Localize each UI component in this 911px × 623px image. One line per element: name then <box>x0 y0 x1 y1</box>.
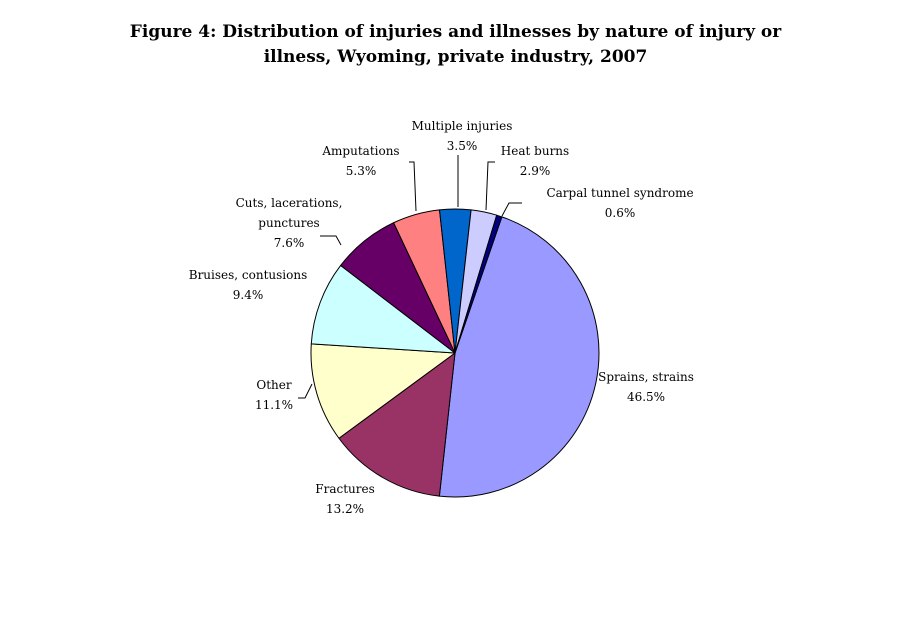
chart-title-line-2: illness, Wyoming, private industry, 2007 <box>263 47 648 67</box>
pie-slice-other <box>310 343 456 439</box>
slice-name: Other <box>256 378 291 392</box>
slice-name: Carpal tunnel syndrome <box>546 186 693 200</box>
slice-name: Multiple injuries <box>412 119 513 133</box>
leader-lines <box>298 155 522 399</box>
leader-line <box>485 161 495 211</box>
slice-percent: 46.5% <box>627 390 665 404</box>
chart-title-line-1: Figure 4: Distribution of injuries and i… <box>129 22 782 42</box>
leader-line <box>298 383 313 399</box>
slice-percent: 11.1% <box>255 398 293 412</box>
slice-name: Heat burns <box>501 144 569 158</box>
slice-percent: 9.4% <box>233 288 264 302</box>
pie-slice-sprains-strains <box>438 216 600 498</box>
slice-label: Bruises, contusions 9.4% <box>189 268 308 302</box>
slice-percent: 0.6% <box>605 206 636 220</box>
slice-percent: 7.6% <box>274 236 305 250</box>
pie-slice-carpal-tunnel-syndrome <box>454 214 503 354</box>
slice-name: Bruises, contusions <box>189 268 308 282</box>
slice-label: Sprains, strains 46.5% <box>598 370 694 404</box>
pie-slices <box>310 208 600 498</box>
pie-slice-fractures <box>338 352 456 497</box>
slice-label: Carpal tunnel syndrome 0.6% <box>546 186 693 220</box>
slice-name: punctures <box>258 216 319 230</box>
slice-name: Cuts, lacerations, <box>236 196 343 210</box>
slice-name: Fractures <box>315 482 374 496</box>
slice-percent: 13.2% <box>326 502 364 516</box>
leader-line <box>320 235 342 246</box>
slice-label: Amputations 5.3% <box>321 144 399 178</box>
leader-line <box>501 202 522 217</box>
leader-line <box>409 161 417 212</box>
slice-label: Fractures 13.2% <box>315 482 374 516</box>
slice-label: Multiple injuries 3.5% <box>412 119 513 153</box>
slice-name: Amputations <box>321 144 399 158</box>
slice-percent: 5.3% <box>346 164 377 178</box>
chart-title: Figure 4: Distribution of injuries and i… <box>0 20 911 70</box>
slice-label: Other 11.1% <box>255 378 293 412</box>
slice-percent: 3.5% <box>447 139 478 153</box>
slice-percent: 2.9% <box>520 164 551 178</box>
slice-label: Cuts, lacerations, punctures 7.6% <box>236 196 343 250</box>
slice-name: Sprains, strains <box>598 370 694 384</box>
slice-label: Heat burns 2.9% <box>501 144 569 178</box>
pie-slice-bruises-contusions <box>310 264 456 354</box>
slice-labels: Sprains, strains 46.5% Fractures 13.2% Other… <box>189 119 694 516</box>
